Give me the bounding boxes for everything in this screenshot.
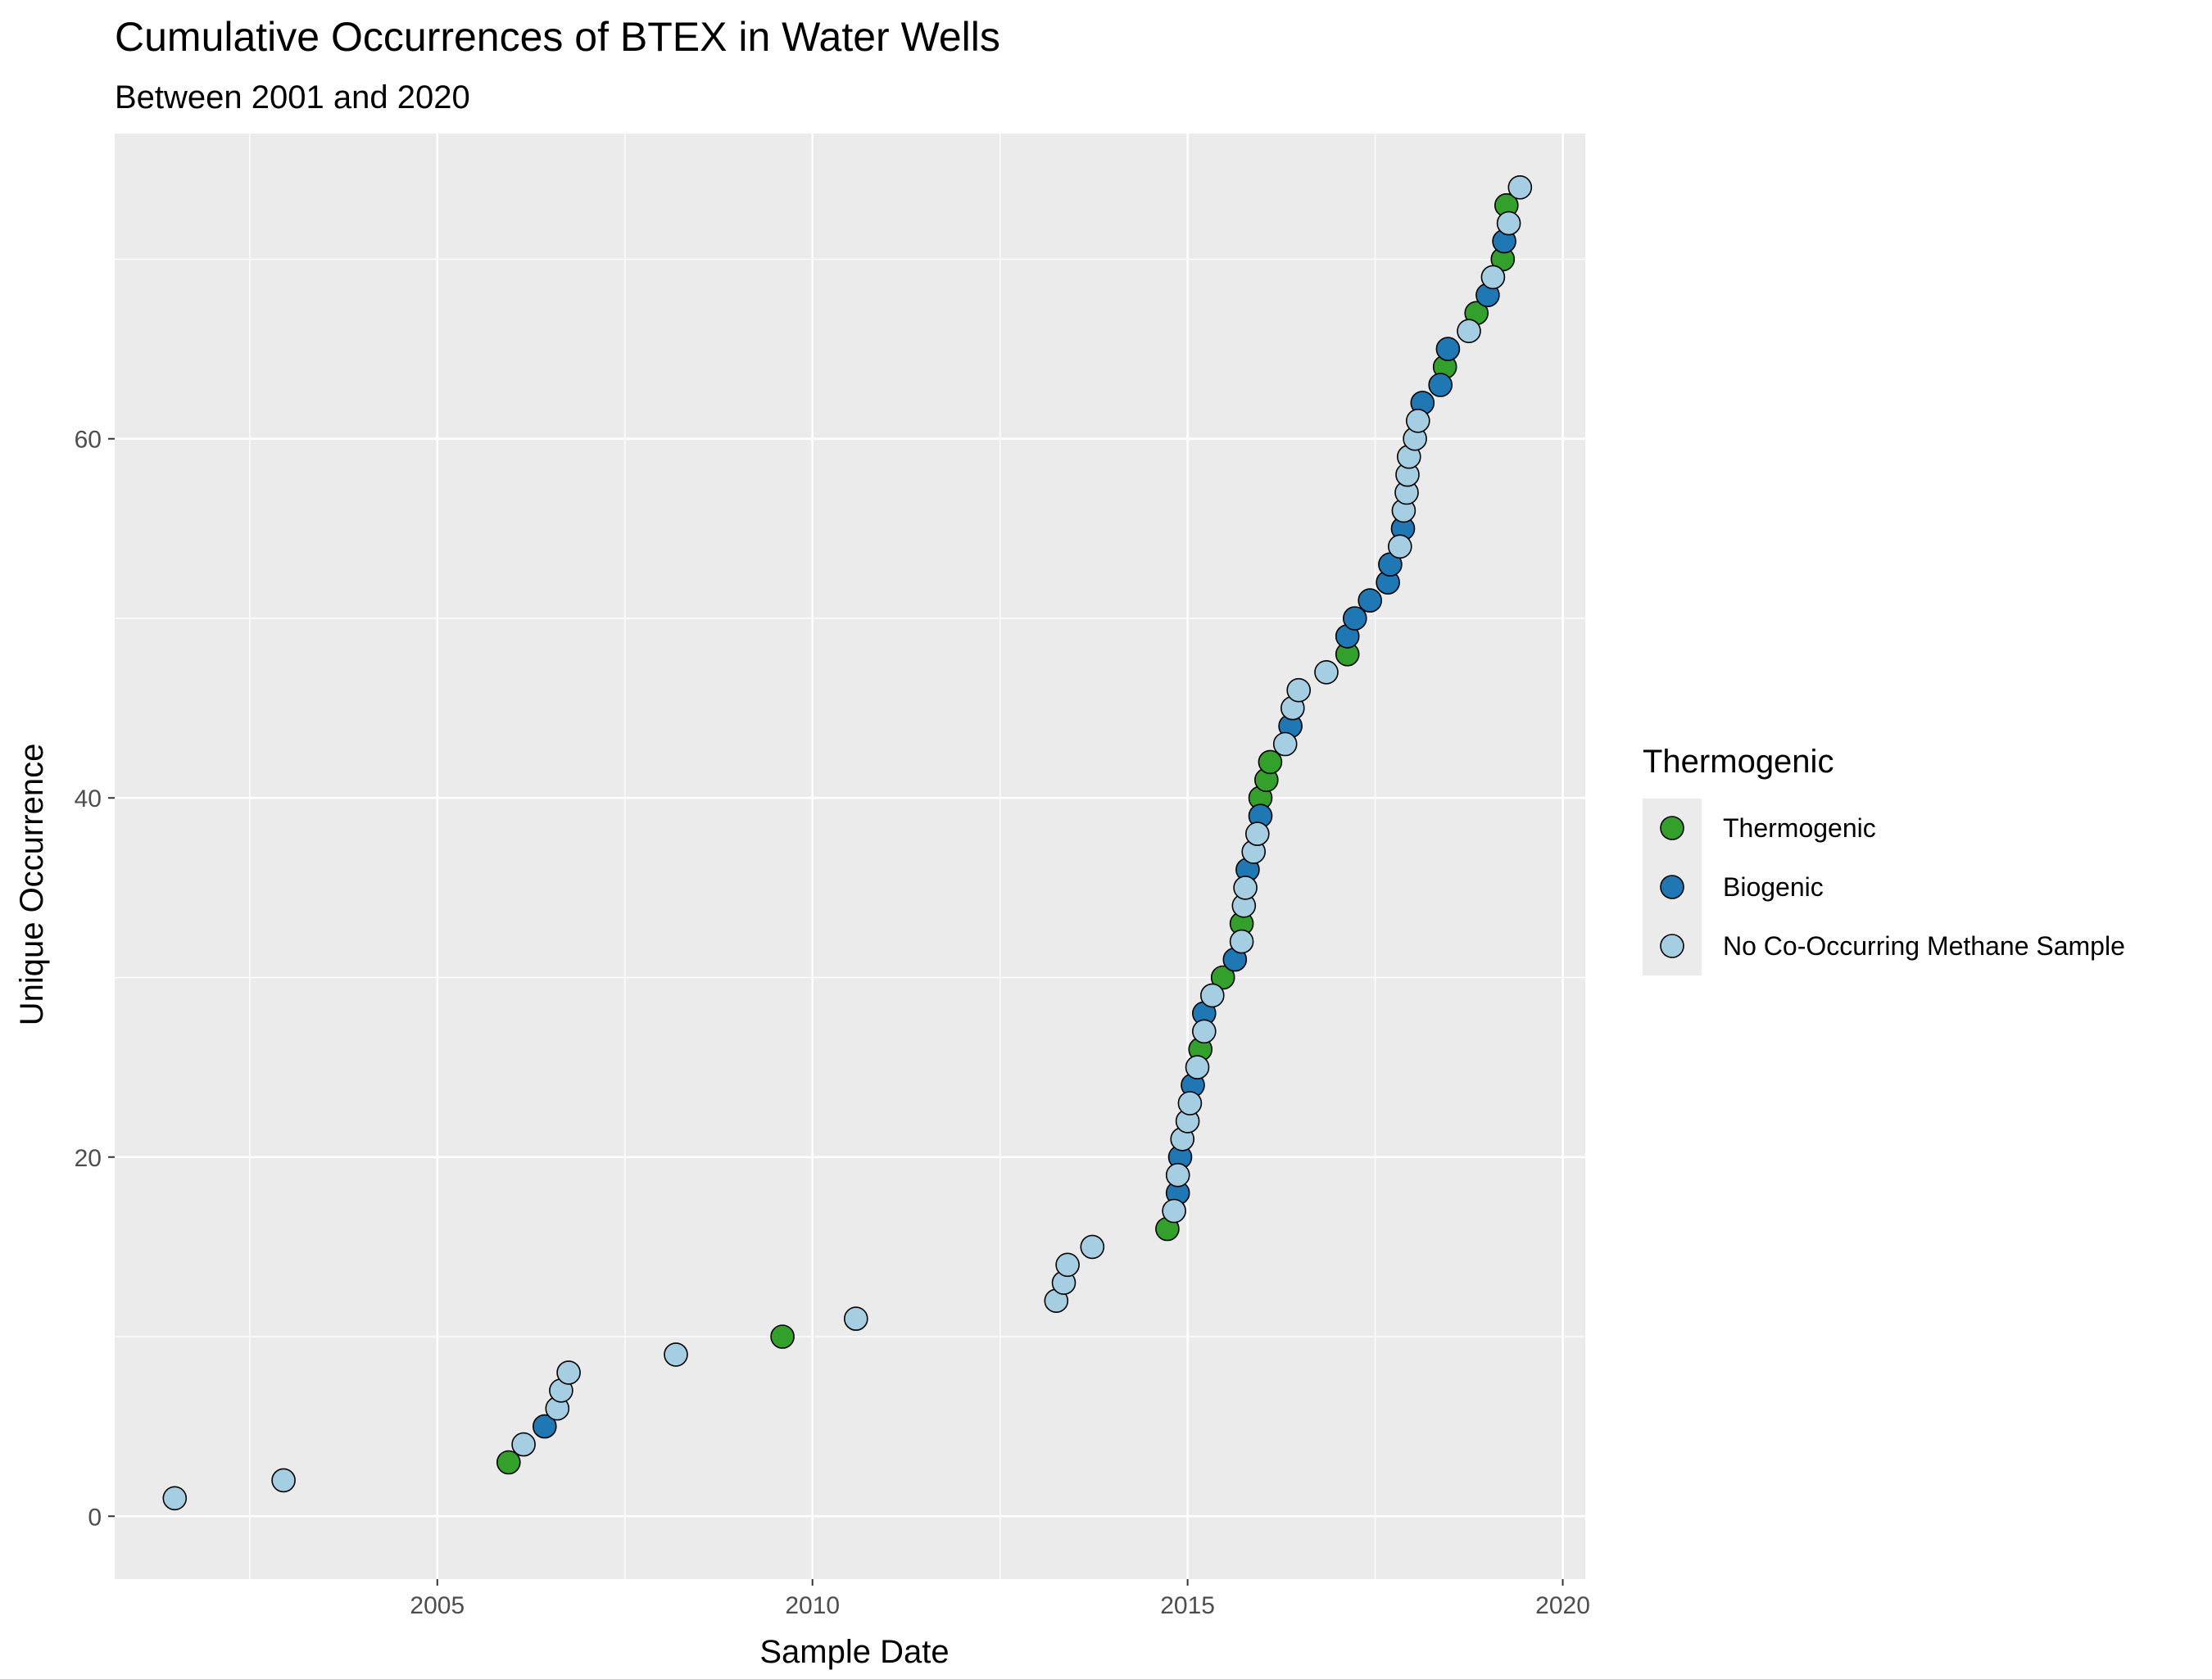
data-point <box>1496 210 1521 236</box>
legend: Thermogenic Thermogenic Biogenic No Co-Occ… <box>1643 744 2125 975</box>
data-point <box>1343 606 1367 631</box>
data-point <box>162 1486 188 1511</box>
y-axis-ticks: 0 20 40 60 <box>75 427 115 1531</box>
legend-label: Biogenic <box>1723 872 1824 902</box>
legend-label: Thermogenic <box>1723 813 1876 843</box>
x-axis-title: Sample Date <box>759 1634 949 1670</box>
x-tick-label: 2005 <box>410 1592 465 1619</box>
y-tick-label: 20 <box>75 1145 102 1172</box>
x-tick-label: 2015 <box>1160 1592 1215 1619</box>
chart-subtitle: Between 2001 and 2020 <box>115 79 470 115</box>
y-axis-title: Unique Occurrence <box>14 744 50 1026</box>
x-tick-label: 2020 <box>1535 1592 1590 1619</box>
data-point <box>511 1432 536 1457</box>
legend-key-point <box>1660 816 1684 840</box>
data-point <box>1457 319 1481 344</box>
minor-grid <box>115 134 1585 1579</box>
legend-title: Thermogenic <box>1643 744 1834 780</box>
data-point <box>1185 1055 1210 1079</box>
data-point <box>1229 929 1254 954</box>
data-point <box>1162 1198 1186 1224</box>
data-point <box>1080 1234 1105 1260</box>
data-point <box>1177 1091 1203 1116</box>
major-grid <box>115 134 1585 1579</box>
data-point <box>770 1324 795 1349</box>
y-tick-label: 0 <box>88 1504 102 1531</box>
y-tick-label: 60 <box>75 427 102 454</box>
data-point <box>1435 337 1461 361</box>
data-point <box>532 1414 557 1439</box>
legend-label: No Co-Occurring Methane Sample <box>1723 931 2125 961</box>
x-axis-ticks: 2005 2010 2015 2020 <box>410 1579 1590 1619</box>
data-point <box>1165 1162 1190 1188</box>
data-point <box>496 1450 521 1475</box>
legend-key-point <box>1660 875 1684 899</box>
data-point <box>1358 588 1382 613</box>
legend-key-point <box>1660 934 1684 958</box>
plot-panel <box>115 134 1585 1579</box>
data-point <box>1314 659 1339 685</box>
data-point <box>1286 677 1311 703</box>
data-point <box>1406 408 1430 433</box>
x-tick-label: 2010 <box>785 1592 840 1619</box>
data-point <box>1272 731 1298 757</box>
data-point <box>664 1342 688 1367</box>
data-point <box>1507 175 1533 200</box>
data-point <box>844 1306 868 1331</box>
chart-title: Cumulative Occurrences of BTEX in Water … <box>115 14 1000 60</box>
data-point <box>1388 534 1412 559</box>
y-tick-label: 40 <box>75 785 102 812</box>
data-point <box>1233 876 1258 900</box>
data-point <box>556 1360 581 1385</box>
data-point <box>1055 1252 1080 1278</box>
data-point <box>271 1468 296 1493</box>
data-point <box>1480 265 1506 290</box>
data-point <box>1200 983 1225 1008</box>
data-point <box>1192 1019 1217 1044</box>
data-points <box>162 175 1533 1511</box>
data-point <box>1245 821 1270 846</box>
data-point <box>1428 373 1453 397</box>
data-point <box>1210 965 1235 990</box>
data-point <box>1258 749 1283 775</box>
